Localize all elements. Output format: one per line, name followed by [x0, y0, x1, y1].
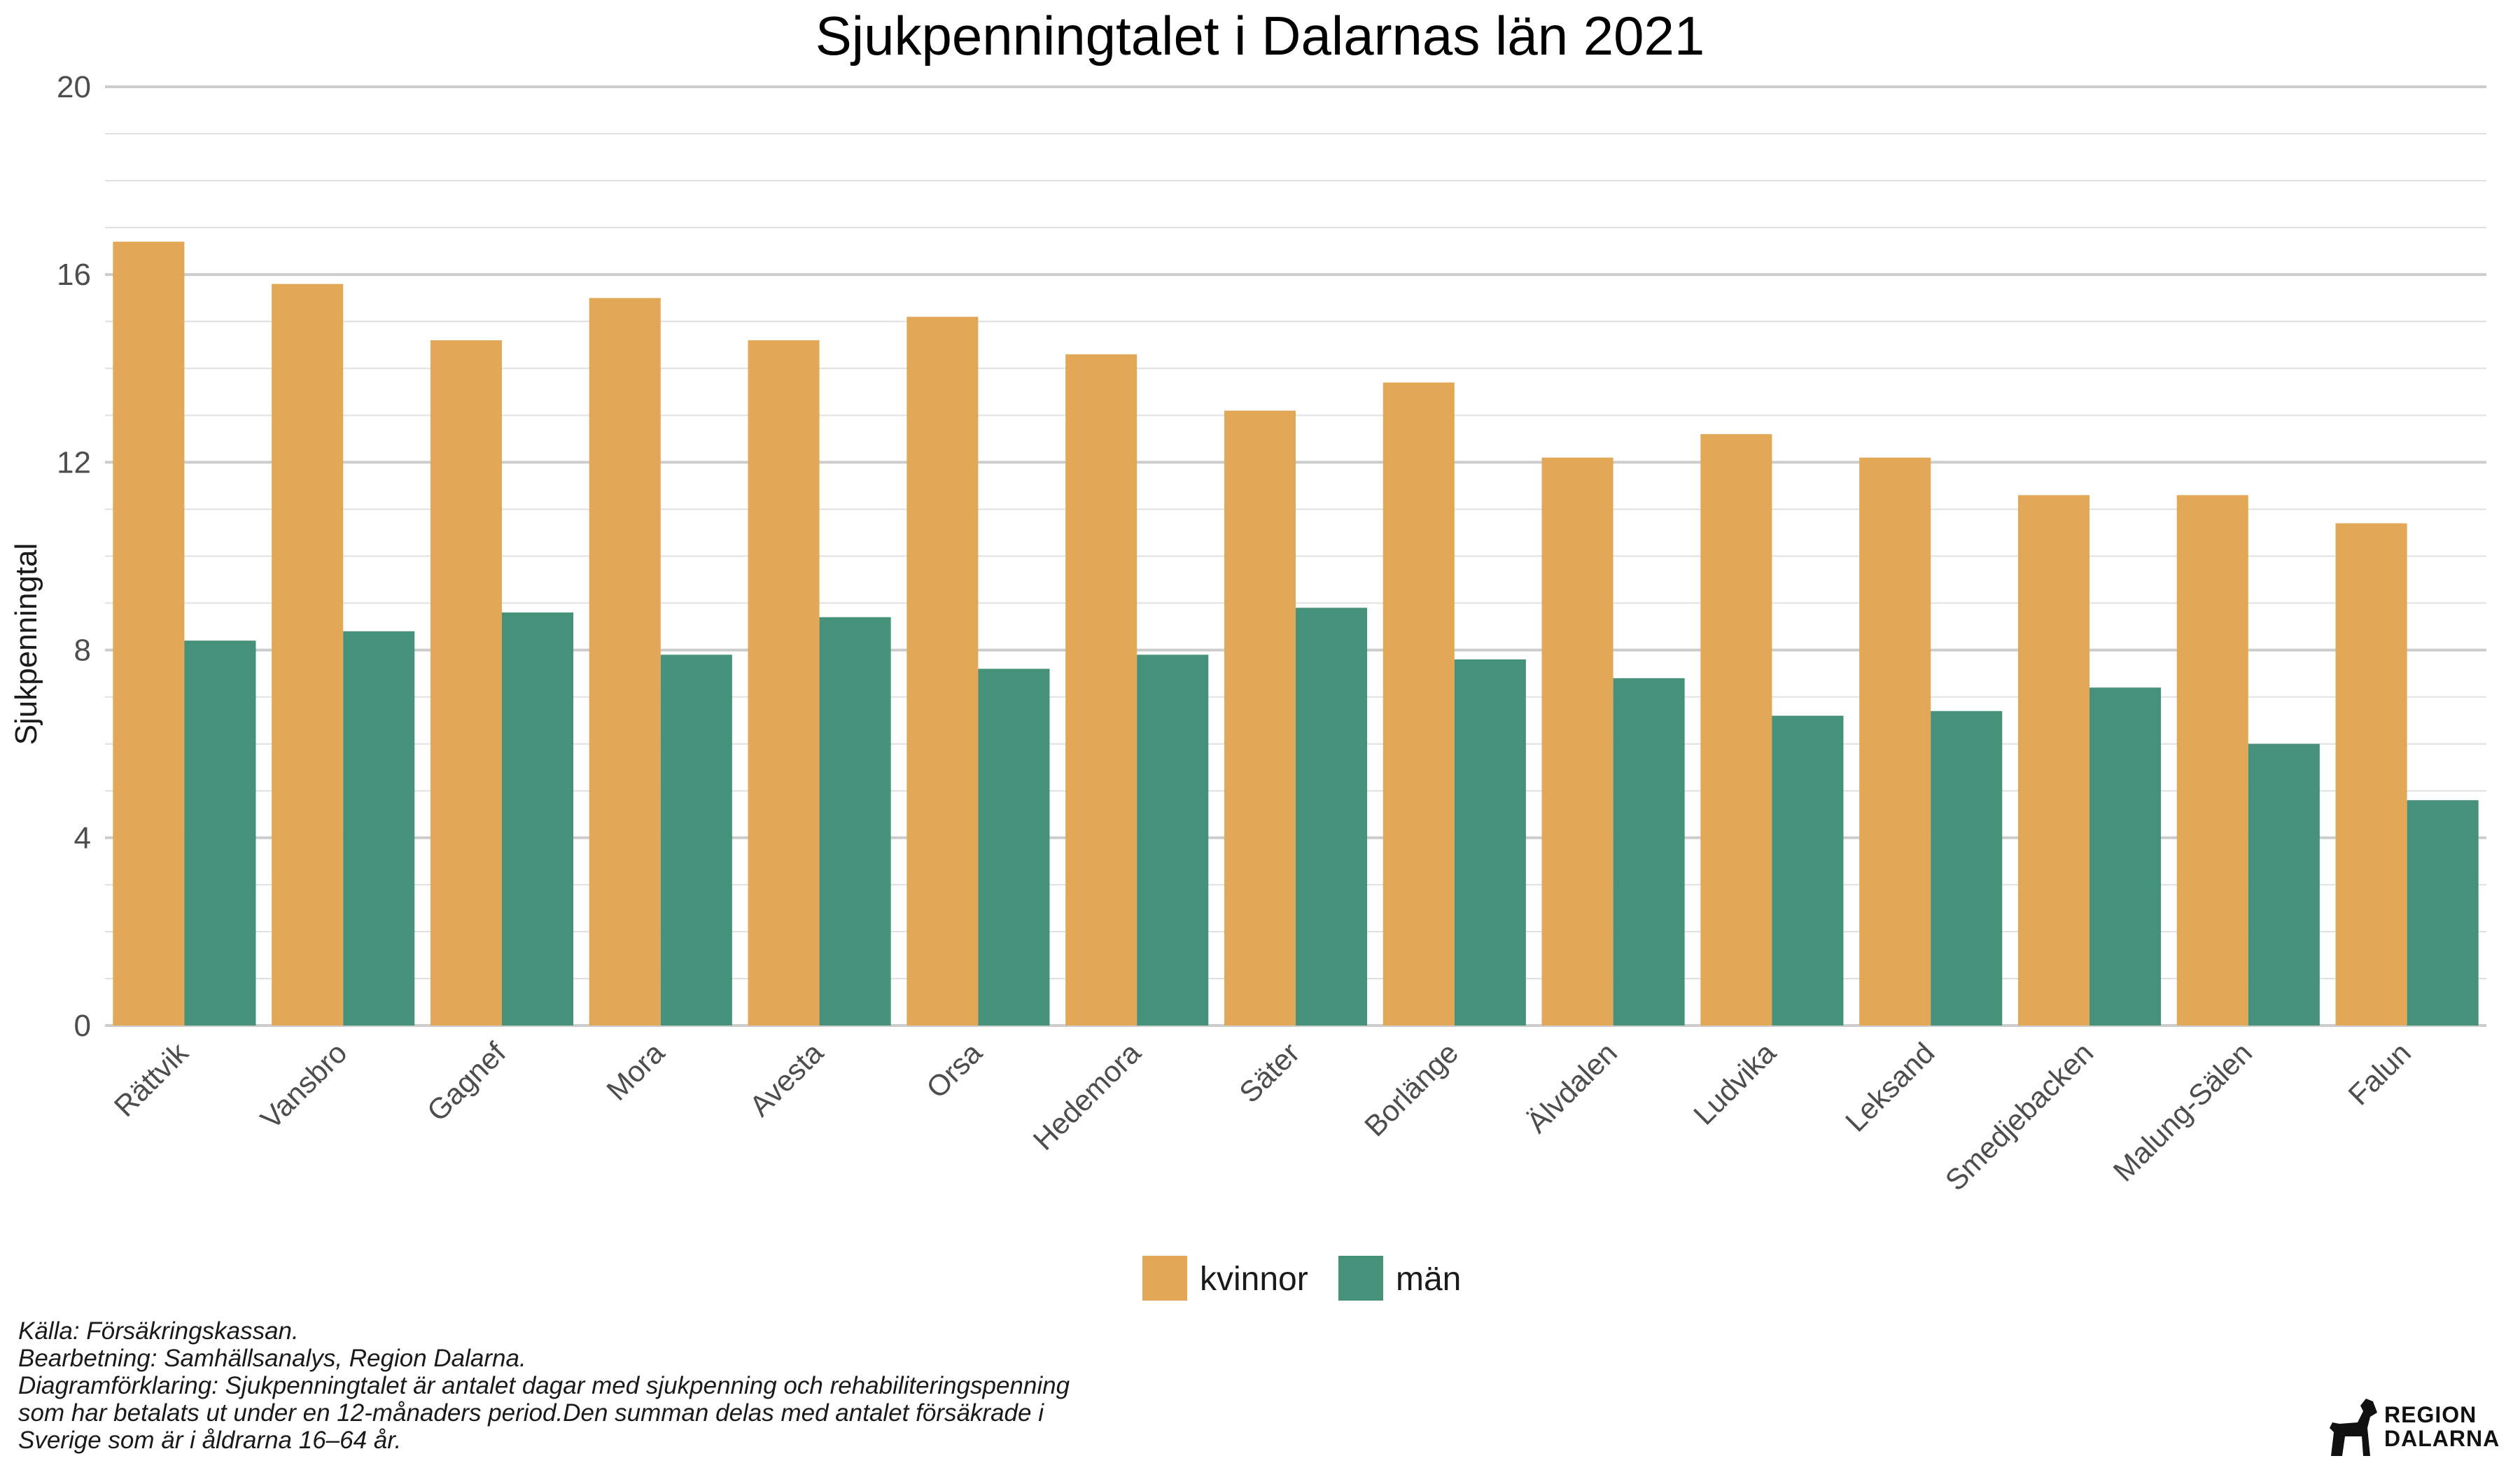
y-tick-label: 4 [74, 821, 91, 855]
bar-man [502, 612, 574, 1026]
bar-man [819, 617, 891, 1026]
x-tick-label: Falun [2342, 1036, 2417, 1112]
bar-kvinnor [1859, 457, 1931, 1026]
caption-source: Källa: Försäkringskassan. [18, 1317, 299, 1345]
bar-man [1454, 659, 1526, 1026]
bar-kvinnor [2335, 523, 2407, 1026]
x-tick-label: Gagnef [421, 1036, 512, 1128]
caption-explanation: Diagramförklaring: Sjukpenningtalet är a… [18, 1372, 1070, 1454]
bar-man [2407, 800, 2479, 1026]
x-tick-label: Avesta [743, 1036, 830, 1123]
bar-kvinnor [748, 340, 820, 1026]
logo-line-1: REGION [2384, 1402, 2477, 1427]
legend-label: kvinnor [1200, 1261, 1308, 1298]
bar-kvinnor [113, 241, 185, 1026]
caption-processing: Bearbetning: Samhällsanalys, Region Dala… [18, 1345, 526, 1372]
bar-man [1296, 608, 1368, 1026]
bar-man [660, 654, 732, 1026]
y-tick-label: 12 [57, 445, 91, 479]
bar-kvinnor [430, 340, 502, 1026]
bar-man [1613, 678, 1685, 1026]
dala-horse-icon [2330, 1399, 2377, 1456]
x-tick-label: Säter [1233, 1036, 1306, 1109]
bar-man [1137, 654, 1209, 1026]
x-tick-label: Älvdalen [1520, 1036, 1623, 1139]
legend-swatch [1142, 1256, 1187, 1301]
bar-man [2090, 687, 2162, 1026]
x-tick-label: Orsa [920, 1036, 988, 1105]
y-axis-label: Sjukpenningtal [9, 543, 43, 746]
bar-man [343, 631, 415, 1026]
bar-man [978, 668, 1050, 1026]
y-tick-label: 16 [57, 258, 91, 292]
bar-man [1772, 715, 1844, 1026]
x-tick-label: Ludvika [1687, 1036, 1782, 1131]
x-tick-label: Leksand [1839, 1036, 1941, 1138]
logo-text: REGION DALARNA [2384, 1403, 2500, 1450]
bar-man [1931, 710, 2003, 1026]
legend-swatch [1338, 1256, 1383, 1301]
x-tick-label: Malung-Sälen [2107, 1036, 2258, 1187]
y-tick-label: 20 [57, 70, 91, 104]
x-tick-label: Vansbro [254, 1036, 354, 1135]
region-dalarna-logo: REGION DALARNA [2324, 1392, 2513, 1462]
y-axis-ticks: 0 4 8 12 16 20 [57, 70, 91, 1043]
bar-kvinnor [1065, 354, 1138, 1026]
chart-title: Sjukpenningtalet i Dalarnas län 2021 [816, 5, 1705, 66]
bar-kvinnor [2017, 495, 2090, 1026]
bar-kvinnor [1382, 382, 1455, 1026]
x-tick-label: Rättvik [108, 1035, 195, 1123]
bar-kvinnor [1224, 410, 1296, 1026]
bar-kvinnor [589, 298, 661, 1026]
legend: kvinnor män [1142, 1256, 1461, 1301]
x-tick-label: Smedjebacken [1939, 1036, 2100, 1197]
x-tick-label: Mora [600, 1036, 671, 1107]
x-axis-ticks: Rättvik Vansbro Gagnef Mora Avesta Orsa Hedemo… [108, 1035, 2417, 1196]
y-tick-label: 0 [74, 1009, 91, 1043]
bar-kvinnor [1541, 457, 1614, 1026]
bar-kvinnor [2176, 495, 2248, 1026]
x-tick-label: Hedemora [1027, 1036, 1147, 1156]
bar-man [2248, 743, 2320, 1026]
legend-label: män [1396, 1261, 1461, 1298]
bars [113, 241, 2479, 1026]
x-tick-label: Borlänge [1358, 1036, 1464, 1142]
bar-man [184, 640, 256, 1026]
bar-kvinnor [272, 284, 344, 1026]
caption: Källa: Försäkringskassan. Bearbetning: S… [18, 1317, 1208, 1454]
bar-kvinnor [1700, 434, 1772, 1026]
bar-kvinnor [906, 316, 979, 1026]
logo-line-2: DALARNA [2384, 1426, 2500, 1451]
y-tick-label: 8 [74, 634, 91, 668]
